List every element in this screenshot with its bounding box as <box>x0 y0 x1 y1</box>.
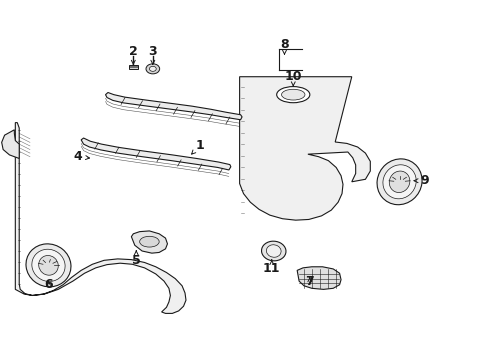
Polygon shape <box>131 231 167 253</box>
Text: 11: 11 <box>263 260 280 275</box>
Circle shape <box>146 64 159 74</box>
Ellipse shape <box>32 249 65 282</box>
Text: 3: 3 <box>148 45 157 64</box>
Text: 6: 6 <box>44 278 53 291</box>
Ellipse shape <box>266 245 281 257</box>
Ellipse shape <box>39 256 58 275</box>
Ellipse shape <box>26 244 71 287</box>
Ellipse shape <box>376 159 421 205</box>
Polygon shape <box>105 93 242 120</box>
Polygon shape <box>81 138 230 170</box>
Polygon shape <box>239 77 369 220</box>
Text: 8: 8 <box>280 38 288 54</box>
Text: 2: 2 <box>129 45 138 64</box>
Ellipse shape <box>388 171 409 193</box>
Text: 5: 5 <box>132 251 141 267</box>
Ellipse shape <box>140 236 159 247</box>
Text: 1: 1 <box>191 139 203 154</box>
Circle shape <box>149 66 156 71</box>
Ellipse shape <box>382 165 415 199</box>
Text: 4: 4 <box>73 150 89 163</box>
FancyBboxPatch shape <box>129 64 138 69</box>
Ellipse shape <box>276 87 309 103</box>
Ellipse shape <box>281 89 305 100</box>
Ellipse shape <box>261 241 285 261</box>
Text: 9: 9 <box>413 174 428 187</box>
Polygon shape <box>1 130 19 158</box>
Polygon shape <box>15 123 185 314</box>
Text: 7: 7 <box>305 275 314 288</box>
Text: 10: 10 <box>284 69 302 86</box>
Polygon shape <box>297 267 340 289</box>
